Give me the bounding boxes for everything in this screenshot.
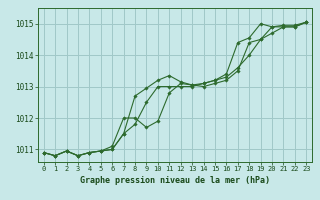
X-axis label: Graphe pression niveau de la mer (hPa): Graphe pression niveau de la mer (hPa) (80, 176, 270, 185)
